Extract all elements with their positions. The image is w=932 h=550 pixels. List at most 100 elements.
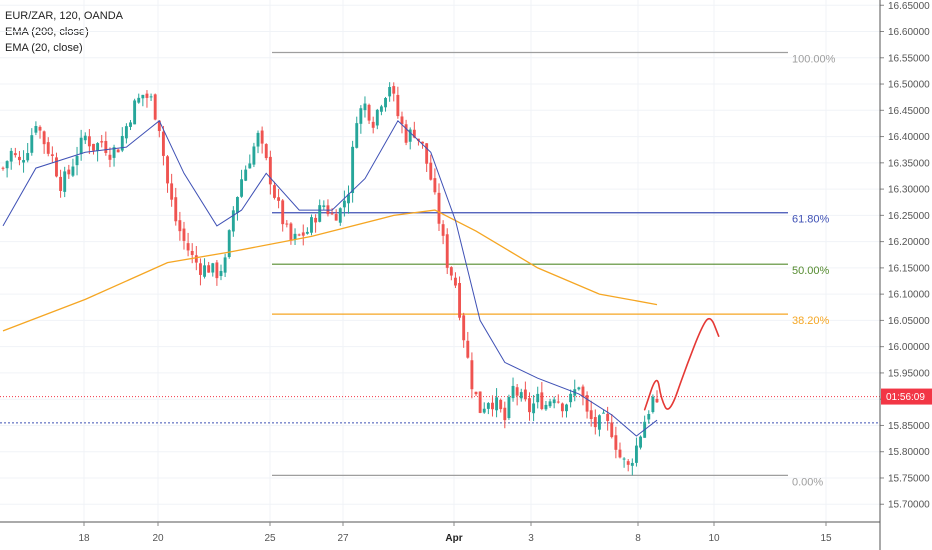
candle-body [416,138,420,141]
fibonacci-retracement[interactable]: 100.00% 61.80% 50.00% 38.20% 0.00% [272,51,836,489]
candle-body [5,161,9,169]
x-tick-label: 15 [820,533,832,544]
price-axis[interactable]: 16.65000 16.60000 16.55000 16.50000 16.45000… [879,0,932,550]
candle-body [63,171,67,192]
candle-body [556,401,560,403]
candle-body [83,135,87,141]
x-tick-label: 3 [528,533,534,544]
candle-body [491,402,494,410]
candle-body [589,410,593,420]
candle-body [602,412,605,414]
candle-body [211,263,215,273]
candle-body [157,120,161,132]
y-tick-label: 16.65000 [888,1,930,12]
candle-body [330,213,334,215]
y-tick-label: 16.60000 [888,27,930,38]
candle-body [437,192,441,224]
candle-body [305,231,309,234]
candle-body [100,141,104,143]
candle-body [519,392,523,399]
candle-body [462,315,466,341]
x-tick-label: 10 [708,533,720,544]
y-tick-label: 15.80000 [888,447,930,458]
candle-body [400,116,404,125]
candle-body [449,267,453,276]
y-tick-label: 16.25000 [888,211,930,222]
candle-body [375,109,379,126]
candle-body [293,233,297,240]
x-tick-label: 18 [78,533,90,544]
candle-body [26,153,30,161]
candle-body [301,232,305,236]
candle-body [565,404,568,412]
candle-body [478,391,482,413]
legend-symbol: EUR/ZAR, 120, OANDA [5,10,123,22]
user-drawings[interactable] [643,317,720,411]
candle-body [503,407,507,421]
candle-body [13,153,17,156]
legend-ema20: EMA (20, close) [5,42,83,54]
price-tag-label: 01:56:09 [886,392,925,403]
time-axis[interactable]: 18 20 25 27 Apr 3 8 10 15 [0,521,880,544]
candle-body [236,197,239,213]
candle-body [223,257,227,273]
candle-body [408,129,412,142]
candle-body [231,210,235,232]
candle-body [260,130,264,144]
y-tick-label: 16.05000 [888,316,930,327]
candle-body [174,197,178,222]
candle-body [486,403,490,409]
candle-body [289,223,293,241]
candle-body [507,397,511,419]
candle-body [268,156,272,185]
candle-body [622,458,626,460]
candle-body [116,149,120,153]
candle-body [421,141,424,144]
y-tick-label: 16.55000 [888,53,930,64]
y-tick-label: 16.40000 [888,132,930,143]
candle-body [161,131,165,156]
candlesticks [1,82,659,476]
candle-body [87,136,91,147]
candle-body [474,391,478,395]
candle-body [182,228,186,241]
y-tick-label: 16.45000 [888,106,930,117]
candle-body [433,178,437,193]
candle-body [569,393,573,403]
candle-body [92,143,95,151]
candle-body [482,408,486,413]
candle-body [1,167,5,169]
candle-body [104,140,108,153]
candle-body [215,262,219,279]
candle-body [351,146,355,194]
candle-body [639,436,642,448]
ema200-line [2,209,658,332]
candle-body [363,103,367,111]
candle-body [75,155,79,166]
candle-body [273,185,276,198]
candle-body [379,106,383,112]
candle-body [285,223,289,225]
candle-body [577,387,581,390]
y-tick-label: 16.35000 [888,158,930,169]
candle-body [194,255,198,263]
candle-body [626,461,630,465]
projection-drawing[interactable] [643,317,720,411]
candle-body [322,205,326,207]
candle-body [153,94,157,120]
candle-body [425,143,429,164]
candle-body [441,224,445,236]
x-tick-label: 8 [635,533,641,544]
moving-averages [2,119,658,437]
candle-body [585,395,589,412]
candle-body [610,422,614,438]
candle-body [392,86,396,94]
grid [0,0,880,522]
candle-body [412,129,416,138]
candle-body [540,392,544,410]
candle-body [347,194,350,204]
candle-body [166,156,169,184]
candle-body [67,169,71,175]
candle-body [355,123,359,148]
